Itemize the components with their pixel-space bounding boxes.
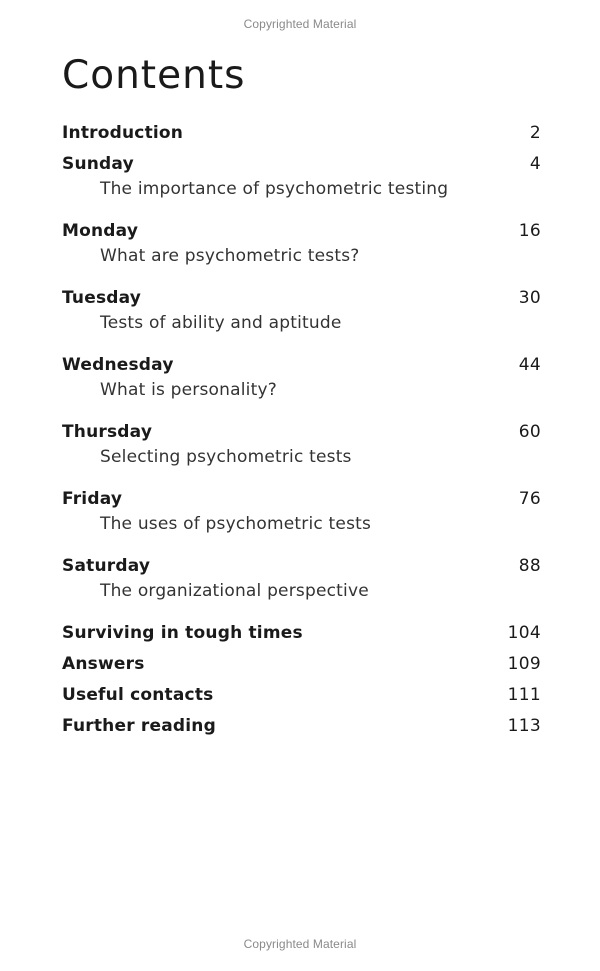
toc-entry-page: 104 [507, 623, 541, 643]
toc-entry-introduction[interactable]: Introduction 2 [62, 118, 541, 149]
toc-entry-title: Tuesday [62, 288, 142, 308]
toc-entry-thursday[interactable]: Thursday 60 Selecting psychometric tests [62, 417, 541, 469]
toc-entry-page: 4 [529, 154, 541, 174]
toc-entry-tuesday[interactable]: Tuesday 30 Tests of ability and aptitude [62, 283, 541, 335]
toc-entry-subtitle: What are psychometric tests? [100, 246, 360, 266]
page-title: Contents [62, 53, 246, 98]
toc-entry-answers[interactable]: Answers 109 [62, 649, 541, 680]
toc-entry-page: 2 [529, 123, 541, 143]
toc-entry-title: Wednesday [62, 355, 174, 375]
toc-entry-title: Sunday [62, 154, 134, 174]
toc-entry-title: Monday [62, 221, 139, 241]
toc-entry-page: 109 [507, 654, 541, 674]
toc-entry-wednesday[interactable]: Wednesday 44 What is personality? [62, 350, 541, 402]
toc-entry-subtitle: Selecting psychometric tests [100, 447, 352, 467]
toc-entry-saturday[interactable]: Saturday 88 The organizational perspecti… [62, 551, 541, 603]
toc-entry-subtitle: The uses of psychometric tests [100, 514, 372, 534]
toc-entry-title: Answers [62, 654, 145, 674]
toc-entry-sunday[interactable]: Sunday 4 The importance of psychometric … [62, 149, 541, 201]
toc-entry-page: 44 [518, 355, 541, 375]
toc-entry-page: 113 [507, 716, 541, 736]
toc-entry-title: Friday [62, 489, 123, 509]
toc-entry-subtitle: What is personality? [100, 380, 277, 400]
toc-entry-page: 88 [518, 556, 541, 576]
toc-entry-subtitle: The organizational perspective [100, 581, 369, 601]
toc-entry-page: 76 [518, 489, 541, 509]
toc-entry-title: Surviving in tough times [62, 623, 303, 643]
table-of-contents: Introduction 2 Sunday 4 The importance o… [62, 118, 541, 742]
toc-entry-title: Introduction [62, 123, 184, 143]
toc-entry-monday[interactable]: Monday 16 What are psychometric tests? [62, 216, 541, 268]
watermark-top: Copyrighted Material [243, 17, 357, 31]
toc-entry-surviving[interactable]: Surviving in tough times 104 [62, 618, 541, 649]
toc-entry-page: 111 [507, 685, 541, 705]
toc-entry-page: 16 [518, 221, 541, 241]
toc-entry-title: Useful contacts [62, 685, 214, 705]
toc-entry-further-reading[interactable]: Further reading 113 [62, 711, 541, 742]
toc-entry-title: Thursday [62, 422, 153, 442]
toc-entry-subtitle: Tests of ability and aptitude [100, 313, 342, 333]
toc-entry-page: 60 [518, 422, 541, 442]
toc-entry-page: 30 [518, 288, 541, 308]
toc-entry-friday[interactable]: Friday 76 The uses of psychometric tests [62, 484, 541, 536]
watermark-bottom: Copyrighted Material [243, 937, 357, 951]
toc-entry-subtitle: The importance of psychometric testing [100, 179, 449, 199]
toc-entry-title: Further reading [62, 716, 216, 736]
toc-entry-useful-contacts[interactable]: Useful contacts 111 [62, 680, 541, 711]
toc-entry-title: Saturday [62, 556, 151, 576]
